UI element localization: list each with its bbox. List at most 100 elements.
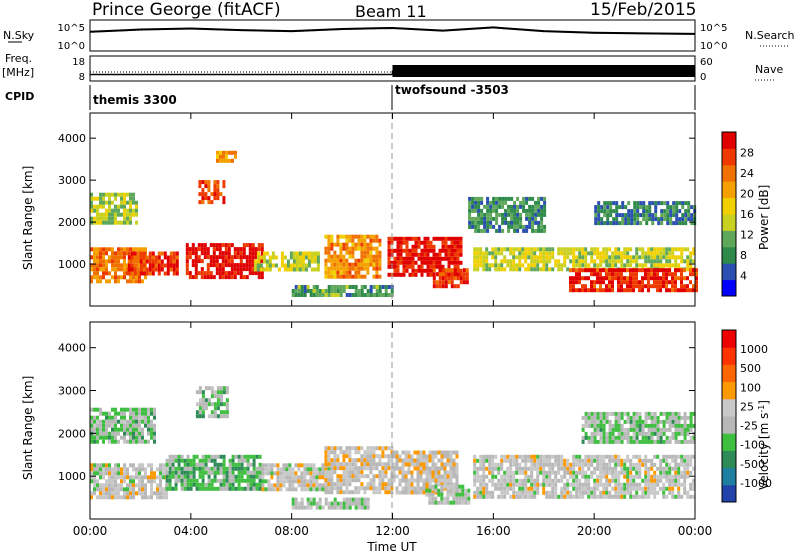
vel-cells-cell	[422, 478, 426, 483]
vel-cells-cell	[647, 482, 651, 487]
vel-cells-cell	[482, 470, 486, 475]
vel-cells-cell	[120, 467, 123, 472]
power-cells-cell	[575, 272, 578, 277]
power-cells-cell	[689, 272, 692, 277]
vel-cells-cell	[108, 471, 111, 476]
vel-cells-cell	[207, 414, 211, 419]
vel-cells-cell	[602, 470, 606, 475]
vel-cells-cell	[647, 466, 651, 471]
vel-cells-cell	[141, 463, 144, 468]
power-cells-cell	[221, 255, 225, 260]
power-cells-cell	[310, 267, 314, 272]
vel-cells-cell	[132, 439, 135, 444]
vel-cells-cell	[147, 427, 150, 432]
vel-cells-cell	[647, 415, 651, 420]
vel-cells-cell	[449, 492, 453, 497]
power-cells-cell	[641, 263, 645, 268]
power-cells-cell	[656, 247, 660, 252]
vel-cells-cell	[455, 466, 459, 471]
vel-cells-cell	[309, 483, 313, 488]
vel-cells-cell	[542, 474, 546, 479]
power-cells-cell	[201, 196, 205, 201]
power-cells-cell	[120, 212, 123, 217]
vel-cells-cell	[512, 482, 516, 487]
vel-cells-cell	[156, 491, 159, 496]
power-cells-cell	[623, 276, 626, 281]
power-cells-cell	[632, 276, 635, 281]
power-cells-cell	[227, 263, 231, 268]
vel-cells-cell	[381, 474, 385, 479]
vel-cells-cell	[177, 458, 181, 463]
power-cells-cell	[648, 209, 652, 214]
vel-cells-cell	[180, 466, 184, 471]
power-cells-cell	[166, 259, 170, 264]
vel-cells-cell	[413, 486, 417, 491]
power-cells-cell	[204, 184, 208, 189]
vel-cells-cell	[683, 415, 687, 420]
vel-cells-cell	[333, 458, 337, 463]
vel-cells-cell	[102, 419, 105, 424]
vel-cells-cell	[300, 479, 304, 484]
vel-cells-cell	[210, 458, 214, 463]
power-cells-cell	[683, 284, 686, 289]
power-cells-cell	[528, 208, 532, 213]
power-cells-cell	[333, 293, 337, 297]
power-cells-cell	[524, 259, 528, 264]
power-cells-cell	[665, 288, 668, 293]
vel-cells-cell	[425, 462, 429, 467]
power-cells-cell	[135, 259, 138, 264]
power-cells-cell	[221, 275, 225, 280]
vel-cells-cell	[105, 467, 108, 472]
vel-cells-cell	[599, 423, 603, 428]
power-cells-cell	[485, 259, 489, 264]
power-cells-cell	[596, 288, 599, 293]
power-cells-cell	[429, 268, 433, 273]
power-cells-cell	[681, 213, 685, 218]
power-cells-cell	[93, 267, 96, 272]
power-cells-cell	[671, 284, 674, 289]
vel-cells-cell	[93, 475, 96, 480]
vel-cells-cell	[527, 478, 531, 483]
power-cells-cell	[248, 243, 252, 248]
vel-cells-cell	[428, 478, 432, 483]
power-cells-cell	[650, 251, 654, 256]
vel-cells-cell	[611, 470, 615, 475]
vel-cells-cell	[216, 478, 220, 483]
vel-cells-cell	[668, 454, 672, 459]
vel-cells-cell	[294, 479, 298, 484]
power-cells-cell	[265, 251, 269, 256]
vel-cells-cell	[231, 462, 235, 467]
power-cells-cell	[154, 259, 158, 264]
power-cells-cell	[233, 247, 237, 252]
power-cells-cell	[357, 270, 361, 275]
power-cells-cell	[254, 271, 258, 276]
vel-cells-cell	[542, 462, 546, 467]
power-cells-cell	[542, 263, 546, 268]
power-cells-cell	[222, 180, 226, 185]
vel-cells-cell	[309, 497, 313, 502]
vel-cells-cell	[509, 466, 513, 471]
power-cells-cell	[617, 288, 620, 293]
power-cells-cell	[617, 255, 621, 260]
vel-cells-cell	[455, 450, 459, 455]
power-cells-cell	[151, 263, 155, 268]
power-cells-cell	[423, 248, 427, 253]
vel-cells-cell	[195, 486, 199, 491]
power-cells-cell	[557, 247, 561, 252]
vel-cells-cell	[683, 423, 687, 428]
velocity-colorbar-swatch	[722, 347, 736, 365]
power-cells-cell	[357, 258, 361, 263]
power-cells-cell	[378, 262, 382, 267]
power-cells-cell	[471, 224, 475, 229]
power-cells-cell	[684, 217, 688, 222]
power-cells-cell	[623, 247, 627, 252]
power-cells-cell	[531, 208, 535, 213]
vel-cells-cell	[120, 415, 123, 420]
power-cells-cell	[207, 180, 211, 185]
vel-cells-cell	[458, 500, 462, 505]
vel-cells-cell	[111, 439, 114, 444]
power-cells-cell	[627, 217, 631, 222]
vel-cells-cell	[324, 486, 328, 491]
power-cells-cell	[426, 244, 430, 249]
power-cells-cell	[695, 280, 698, 285]
